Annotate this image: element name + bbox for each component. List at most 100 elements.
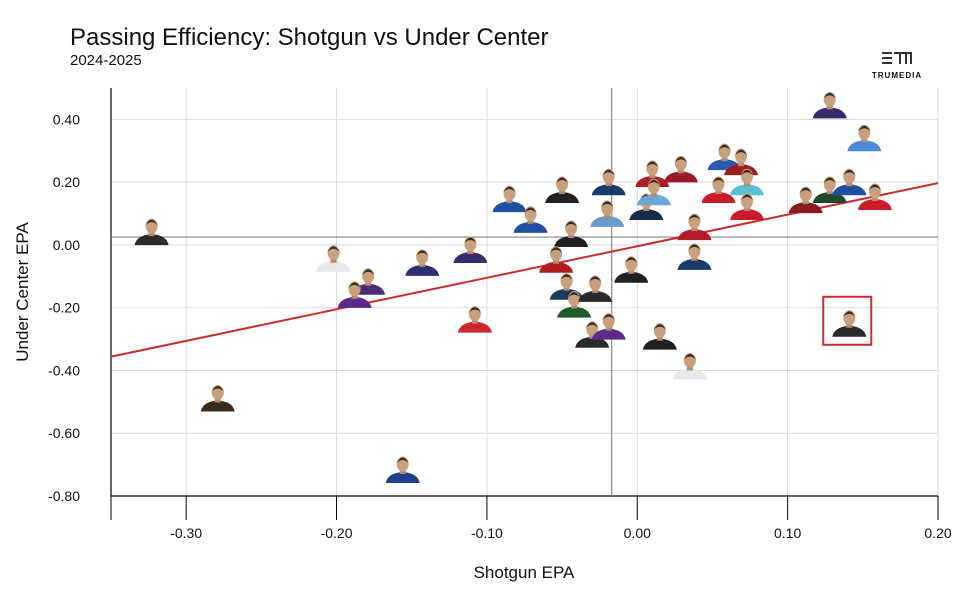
headshot-hair <box>524 207 537 213</box>
headshot-hair <box>741 169 754 176</box>
headshot-shoulders <box>832 325 867 337</box>
y-tick-label: -0.80 <box>48 488 80 504</box>
highlight-box <box>822 295 873 346</box>
headshot-hair <box>647 179 660 186</box>
player-headshot <box>677 243 712 270</box>
headshot-shoulders <box>857 198 892 210</box>
headshot-hair <box>211 385 224 392</box>
headshot-shoulders <box>539 261 574 273</box>
y-tick-label: -0.40 <box>48 362 80 378</box>
headshot-hair <box>565 221 578 227</box>
player-headshot <box>545 176 580 204</box>
headshot-hair <box>868 184 881 190</box>
player-headshot <box>614 256 649 283</box>
player-headshot <box>316 245 351 272</box>
player-headshot <box>453 236 488 264</box>
headshot-hair <box>589 276 602 282</box>
headshot-hair <box>348 282 361 288</box>
x-tick-label: -0.20 <box>321 525 353 541</box>
headshot-hair <box>362 269 375 275</box>
headshot-hair <box>712 177 725 184</box>
headshot-shoulders <box>316 260 351 272</box>
headshot-shoulders <box>677 258 712 270</box>
headshot-hair <box>735 149 748 156</box>
player-headshot <box>591 168 626 196</box>
headshot-hair <box>858 125 871 132</box>
headshot-shoulders <box>513 221 548 233</box>
headshot-hair <box>646 161 659 168</box>
headshot-shoulders <box>134 234 169 246</box>
headshot-hair <box>823 92 836 99</box>
headshot-hair <box>560 274 573 280</box>
headshot-shoulders <box>200 400 235 412</box>
player-headshot <box>337 281 372 308</box>
headshot-shoulders <box>492 201 527 213</box>
headshot-hair <box>550 247 563 253</box>
player-headshot <box>513 206 548 233</box>
headshot-hair <box>688 244 701 250</box>
headshot-hair <box>327 246 340 252</box>
player-headshot <box>847 124 882 152</box>
headshot-hair <box>416 250 429 256</box>
headshot-hair <box>145 219 158 226</box>
chart-subtitle: 2024-2025 <box>70 52 142 69</box>
player-headshot <box>636 178 671 206</box>
player-headshot <box>200 384 235 412</box>
headshot-shoulders <box>337 296 372 308</box>
headshot-shoulders <box>636 194 671 206</box>
chart-title: Passing Efficiency: Shotgun vs Under Cen… <box>70 24 548 51</box>
headshot-hair <box>799 187 812 194</box>
headshot-hair <box>718 144 731 151</box>
player-headshot <box>642 323 677 350</box>
x-tick-label: 0.10 <box>774 525 801 541</box>
player-headshot <box>590 200 625 227</box>
player-headshot <box>701 176 736 204</box>
player-headshot <box>405 249 440 276</box>
headshot-hair <box>683 353 696 360</box>
logo-mark <box>882 52 912 64</box>
player-headshot <box>812 91 847 119</box>
player-headshot <box>663 155 698 183</box>
headshot-hair <box>601 201 614 207</box>
headshot-shoulders <box>591 328 626 340</box>
headshot-shoulders <box>405 264 440 276</box>
headshot-shoulders <box>554 235 589 247</box>
player-headshot <box>730 193 765 221</box>
player-headshot <box>457 306 492 333</box>
headshot-shoulders <box>557 306 592 318</box>
x-tick-label: -0.30 <box>170 525 202 541</box>
y-tick-label: 0.00 <box>53 237 80 253</box>
headshot-hair <box>843 311 856 317</box>
headshot-shoulders <box>847 140 882 152</box>
headshot-hair <box>568 292 581 298</box>
headshot-shoulders <box>677 229 712 241</box>
player-headshot <box>788 186 823 214</box>
x-tick-label: -0.10 <box>471 525 503 541</box>
player-headshot <box>677 213 712 241</box>
player-headshot <box>557 291 592 318</box>
player-headshot <box>857 183 892 210</box>
x-tick-label: 0.20 <box>924 525 951 541</box>
headshot-hair <box>586 322 599 328</box>
player-headshot <box>832 310 867 337</box>
y-axis-label: Under Center EPA <box>13 222 32 362</box>
headshot-shoulders <box>629 209 664 221</box>
player-headshot <box>134 218 169 246</box>
headshot-hair <box>464 237 477 244</box>
headshot-hair <box>556 177 569 184</box>
headshot-shoulders <box>457 321 492 333</box>
headshot-shoulders <box>591 184 626 196</box>
headshot-shoulders <box>730 209 765 221</box>
player-headshot <box>672 352 707 380</box>
headshot-shoulders <box>832 184 867 196</box>
headshot-shoulders <box>590 215 625 227</box>
headshot-hair <box>602 169 615 176</box>
x-axis-label: Shotgun EPA <box>474 563 575 582</box>
logo-text: TRUMEDIA <box>872 71 922 80</box>
headshot-shoulders <box>614 271 649 283</box>
headshot-shoulders <box>385 472 420 484</box>
headshot-hair <box>503 186 516 193</box>
headshot-shoulders <box>672 368 707 380</box>
headshot-shoulders <box>578 290 613 302</box>
